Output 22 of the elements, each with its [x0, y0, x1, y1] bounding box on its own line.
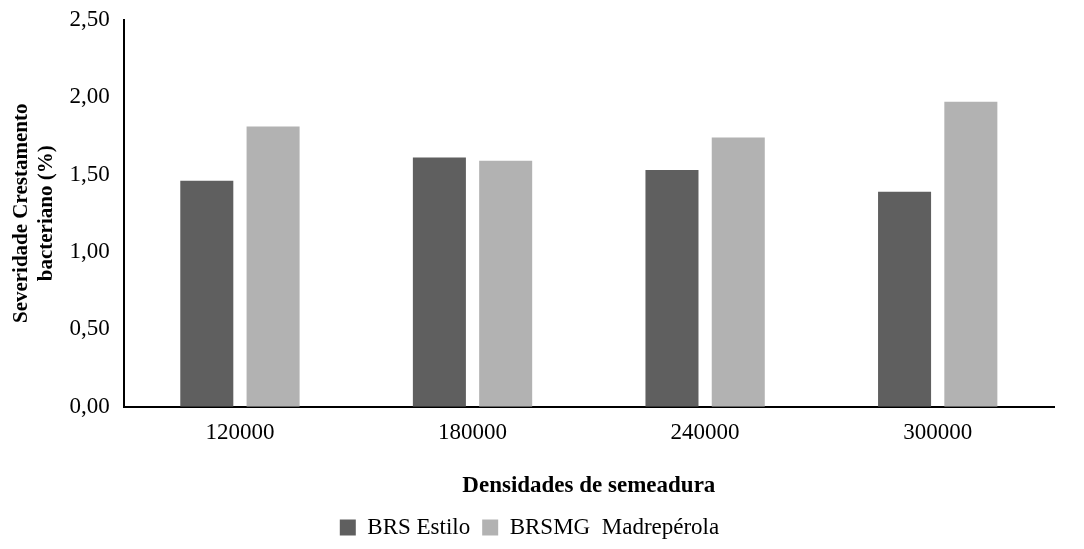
y-tick-label: 2,50 [69, 5, 110, 31]
legend-label: BRS Estilo [367, 513, 471, 539]
x-axis-title: Densidades de semeadura [462, 472, 716, 498]
bar [878, 191, 932, 407]
bar [711, 137, 765, 407]
x-tick-label: 120000 [205, 418, 275, 444]
y-tick-label: 0,00 [69, 392, 110, 418]
y-tick-label: 1,00 [69, 238, 110, 264]
x-tick-label: 180000 [438, 418, 508, 444]
bar [412, 157, 466, 407]
legend-label: BRSMG Madrepérola [509, 513, 720, 539]
bar [944, 101, 998, 407]
y-axis-title: Severidade Crestamento bacteriano (%) [8, 103, 58, 324]
x-tick-label: 240000 [670, 418, 740, 444]
x-tick-label: 300000 [903, 418, 973, 444]
bar [479, 160, 533, 407]
y-tick-label: 2,00 [69, 83, 110, 109]
y-tick-label: 1,50 [69, 160, 110, 186]
y-tick-label: 0,50 [69, 315, 110, 341]
bar [645, 169, 699, 407]
bar [180, 180, 234, 407]
bar [246, 126, 300, 407]
